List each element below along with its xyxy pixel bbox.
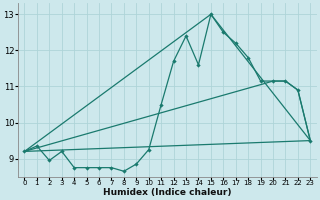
X-axis label: Humidex (Indice chaleur): Humidex (Indice chaleur) [103,188,232,197]
